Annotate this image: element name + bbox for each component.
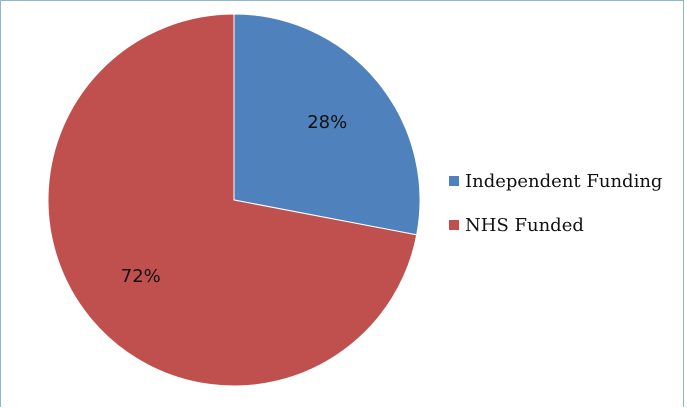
- pie-slices: [47, 13, 421, 387]
- legend-swatch-nhs-funded: [449, 220, 459, 230]
- legend-item-nhs-funded: NHS Funded: [449, 213, 662, 237]
- legend-label-independent-funding: Independent Funding: [465, 170, 663, 192]
- legend-swatch-independent-funding: [449, 176, 459, 186]
- pie-slice-labels: 28% 72%: [121, 112, 347, 287]
- legend-item-independent-funding: Independent Funding: [449, 169, 662, 193]
- pie-slice-independent-funding: [233, 13, 421, 236]
- pie-slice-nhs-funded: [47, 13, 418, 387]
- legend: Independent Funding NHS Funded: [449, 169, 662, 257]
- data-label-nhs-funded: 72%: [121, 266, 161, 287]
- legend-label-nhs-funded: NHS Funded: [465, 214, 584, 236]
- data-label-independent-funding: 28%: [307, 112, 347, 133]
